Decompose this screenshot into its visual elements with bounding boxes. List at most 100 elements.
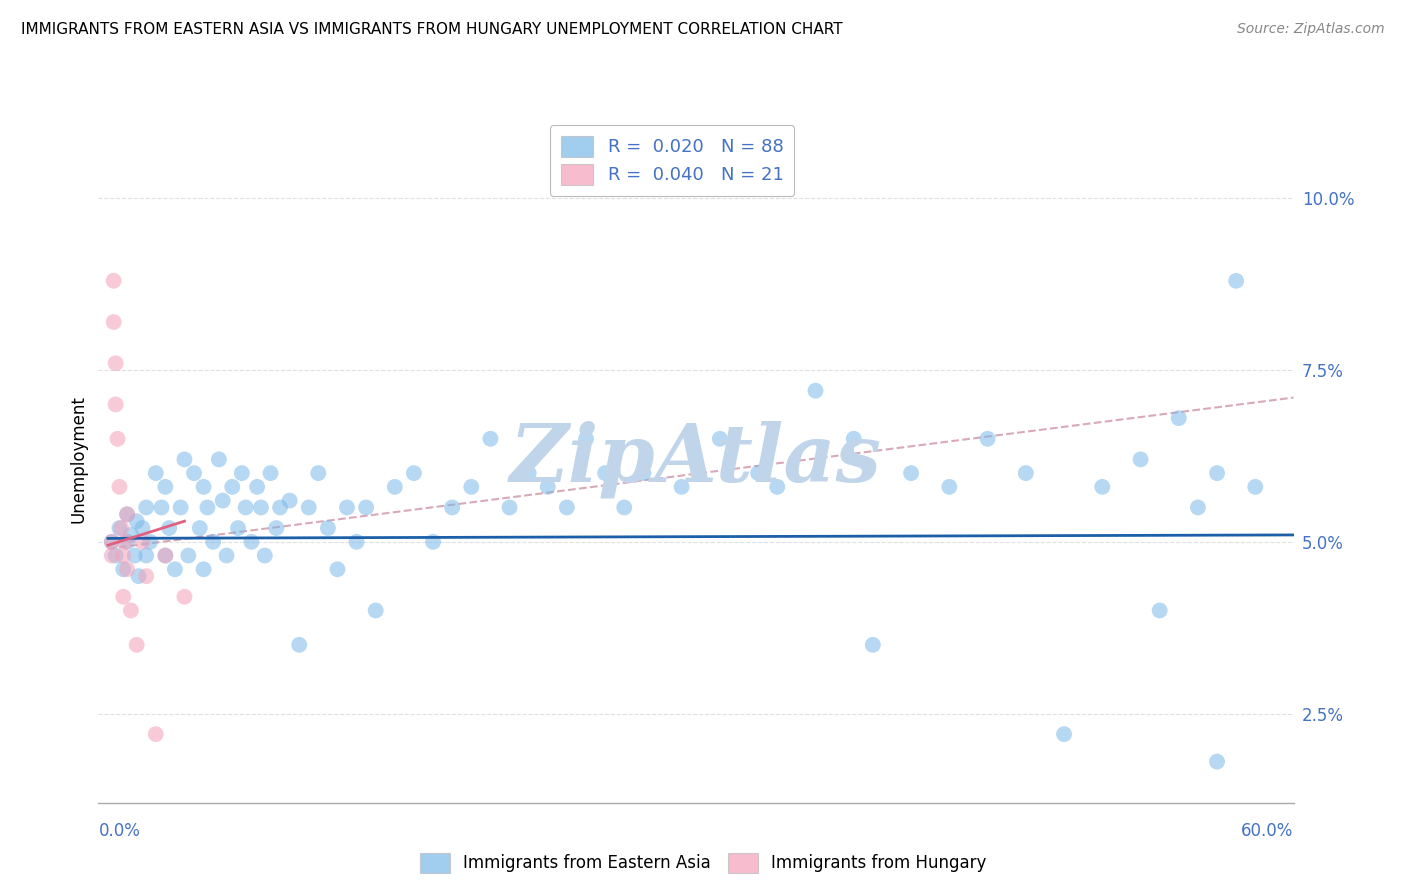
Point: [298, 500, 321, 515]
Point: [208, 452, 231, 467]
Point: [253, 549, 276, 563]
Point: [112, 549, 135, 563]
Point: [240, 534, 263, 549]
Point: [402, 466, 425, 480]
Text: IMMIGRANTS FROM EASTERN ASIA VS IMMIGRANTS FROM HUNGARY UNEMPLOYMENT CORRELATION: IMMIGRANTS FROM EASTERN ASIA VS IMMIGRAN…: [21, 22, 842, 37]
Point: [215, 549, 238, 563]
Point: [976, 432, 998, 446]
Point: [259, 466, 281, 480]
Point: [613, 500, 636, 515]
Point: [103, 274, 125, 288]
Point: [163, 562, 186, 576]
Text: 0.0%: 0.0%: [98, 822, 141, 839]
Point: [804, 384, 827, 398]
Point: [135, 569, 157, 583]
Point: [115, 534, 138, 549]
Point: [709, 432, 731, 446]
Point: [202, 534, 225, 549]
Point: [173, 452, 195, 467]
Point: [747, 466, 769, 480]
Point: [226, 521, 249, 535]
Point: [1206, 755, 1229, 769]
Point: [235, 500, 257, 515]
Point: [155, 549, 177, 563]
Point: [479, 432, 502, 446]
Point: [115, 562, 138, 576]
Legend: R =  0.020   N = 88, R =  0.040   N = 21: R = 0.020 N = 88, R = 0.040 N = 21: [550, 125, 794, 195]
Text: 60.0%: 60.0%: [1241, 822, 1294, 839]
Point: [364, 603, 387, 617]
Point: [173, 590, 195, 604]
Point: [197, 500, 219, 515]
Point: [671, 480, 693, 494]
Point: [155, 549, 177, 563]
Point: [183, 466, 205, 480]
Point: [1015, 466, 1038, 480]
Text: Source: ZipAtlas.com: Source: ZipAtlas.com: [1237, 22, 1385, 37]
Point: [288, 638, 311, 652]
Point: [1244, 480, 1267, 494]
Point: [145, 466, 167, 480]
Point: [1187, 500, 1209, 515]
Point: [107, 432, 129, 446]
Point: [125, 514, 148, 528]
Point: [145, 727, 167, 741]
Point: [104, 397, 127, 411]
Point: [555, 500, 578, 515]
Point: [155, 480, 177, 494]
Point: [157, 521, 180, 535]
Point: [441, 500, 464, 515]
Point: [108, 480, 131, 494]
Point: [169, 500, 191, 515]
Point: [593, 466, 616, 480]
Point: [188, 521, 211, 535]
Point: [422, 534, 444, 549]
Text: ZipAtlas: ZipAtlas: [510, 421, 882, 498]
Point: [112, 590, 135, 604]
Point: [316, 521, 339, 535]
Point: [131, 534, 153, 549]
Point: [900, 466, 922, 480]
Point: [346, 534, 368, 549]
Point: [211, 493, 233, 508]
Point: [177, 549, 200, 563]
Point: [1167, 411, 1189, 425]
Point: [101, 549, 124, 563]
Point: [336, 500, 359, 515]
Point: [120, 603, 142, 617]
Point: [842, 432, 865, 446]
Point: [104, 549, 127, 563]
Point: [101, 534, 124, 549]
Point: [114, 534, 136, 549]
Point: [326, 562, 349, 576]
Point: [108, 521, 131, 535]
Point: [231, 466, 253, 480]
Point: [384, 480, 406, 494]
Point: [135, 500, 157, 515]
Y-axis label: Unemployment: Unemployment: [69, 395, 87, 524]
Point: [269, 500, 291, 515]
Point: [150, 500, 173, 515]
Point: [112, 562, 135, 576]
Point: [537, 480, 560, 494]
Point: [125, 638, 148, 652]
Point: [246, 480, 269, 494]
Point: [1225, 274, 1247, 288]
Point: [862, 638, 884, 652]
Point: [264, 521, 287, 535]
Point: [103, 315, 125, 329]
Point: [115, 508, 138, 522]
Point: [307, 466, 329, 480]
Point: [221, 480, 243, 494]
Point: [1129, 452, 1152, 467]
Point: [278, 493, 301, 508]
Point: [1091, 480, 1114, 494]
Point: [633, 466, 655, 480]
Point: [135, 549, 157, 563]
Point: [115, 508, 138, 522]
Legend: Immigrants from Eastern Asia, Immigrants from Hungary: Immigrants from Eastern Asia, Immigrants…: [413, 847, 993, 880]
Point: [250, 500, 273, 515]
Point: [354, 500, 377, 515]
Point: [110, 521, 132, 535]
Point: [128, 569, 150, 583]
